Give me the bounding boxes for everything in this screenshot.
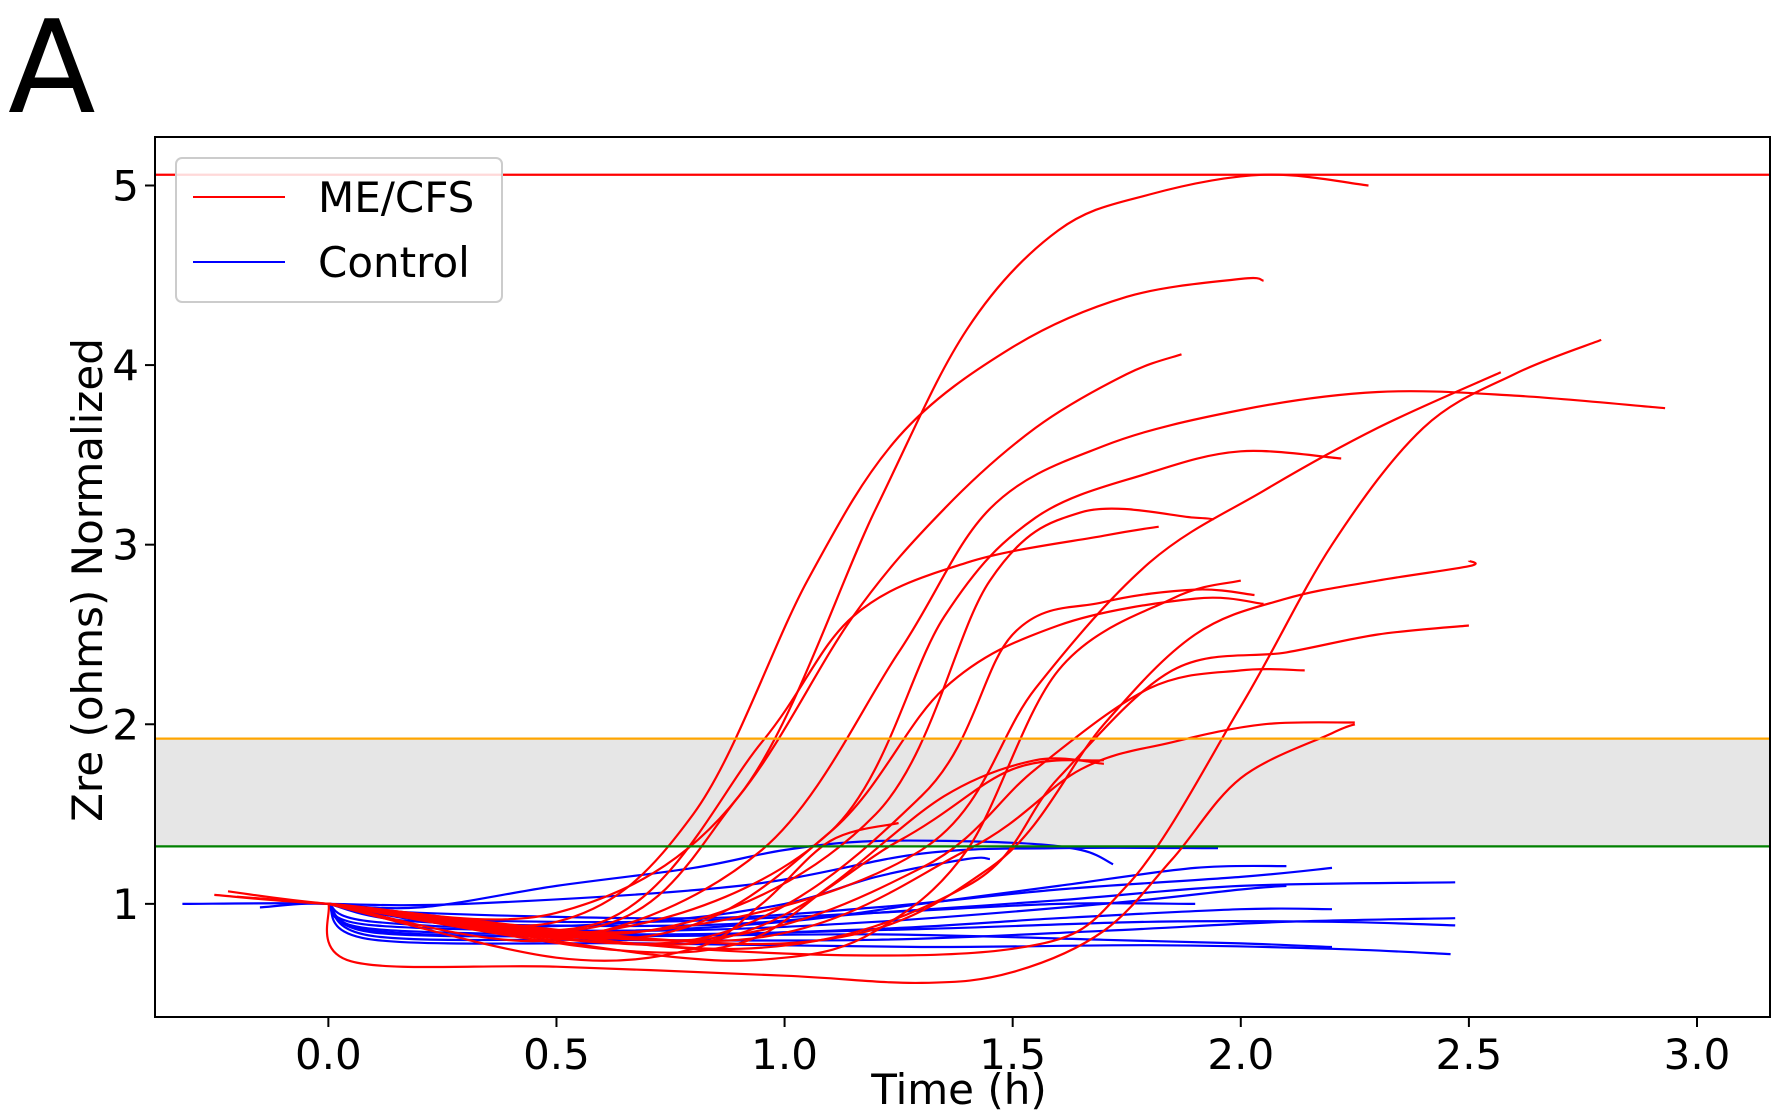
mecfs-series-line-14 [328,721,1355,943]
control-series-line-29 [327,902,1456,936]
y-tick-label-4: 5 [112,161,139,210]
mecfs-series-line-13 [328,667,1305,942]
y-tick-label-2: 3 [112,521,139,570]
mecfs-series-line-3 [328,390,1666,943]
y-tick-label-3: 4 [112,341,139,390]
y-axis-label: Zre (ohms) Normalized [63,338,112,822]
control-series-line-32 [328,846,1219,907]
x-tick-label-6: 3.0 [1664,1030,1731,1079]
panel-label: A [8,0,96,143]
y-tick-label-0: 1 [112,880,139,929]
plot-frame [154,136,1771,1018]
mecfs-series-line-19 [328,821,899,962]
mecfs-series-line-16 [325,723,1356,985]
legend-label-control: Control [318,238,470,287]
x-tick-label-2: 1.0 [751,1030,818,1079]
x-tick-label-1: 0.5 [523,1030,590,1079]
mecfs-series-line-7 [328,507,1214,936]
mecfs-series-line-5 [328,338,1602,957]
control-series-line-30 [327,902,1333,949]
shaded-band [155,738,1770,847]
x-tick-label-0: 0.0 [295,1030,362,1079]
x-axis-ticks: 0.0 0.5 1.0 1.5 2.0 2.5 3.0 [295,1017,1730,1079]
control-series-line-27 [327,903,1451,956]
plot-area [154,136,1771,1018]
y-tick-label-1: 2 [112,700,139,749]
mecfs-series-line-8 [328,525,1159,932]
series-layer [182,173,1666,985]
control-series-line-28 [327,884,1287,933]
x-tick-label-4: 2.0 [1207,1030,1274,1079]
mecfs-series-line-6 [328,449,1342,935]
mecfs-series-line-18 [328,757,1104,954]
control-series-line-22 [328,839,1114,910]
mecfs-series-line-11 [328,559,1477,946]
mecfs-series-line-12 [328,624,1470,951]
legend: ME/CFS Control [175,157,503,303]
x-tick-label-3: 1.5 [979,1030,1046,1079]
legend-label-mecfs: ME/CFS [318,173,474,222]
y-axis-ticks: 1 2 3 4 5 [112,161,155,929]
x-axis-label: Time (h) [870,1065,1047,1114]
control-series-line-24 [327,864,1287,932]
legend-box [175,157,503,303]
x-tick-label-5: 2.5 [1435,1030,1502,1079]
